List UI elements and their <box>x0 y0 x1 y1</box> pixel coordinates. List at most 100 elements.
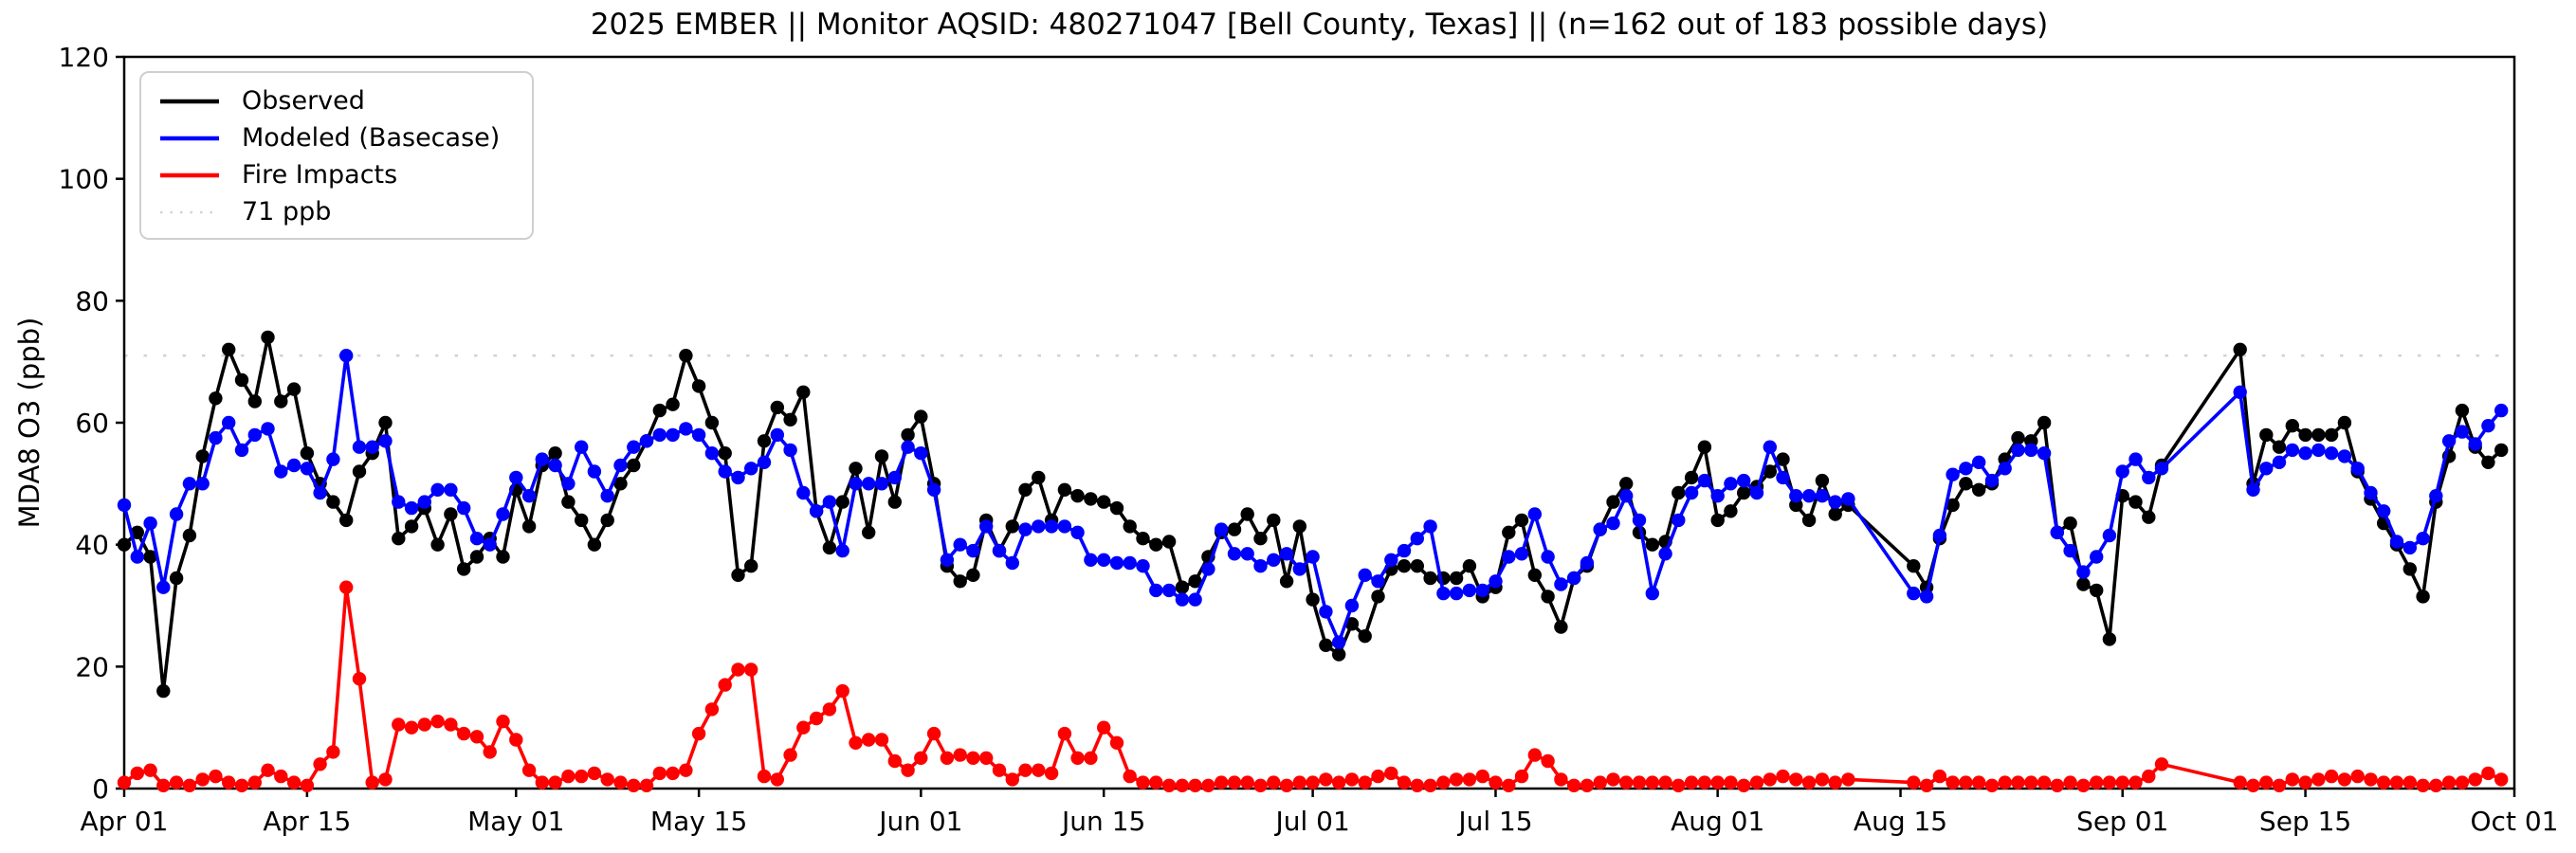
data-point <box>1606 495 1620 509</box>
data-point <box>274 394 288 408</box>
data-point <box>1344 598 1360 613</box>
data-point <box>1175 778 1190 792</box>
data-point <box>169 571 184 586</box>
data-point <box>143 763 157 777</box>
data-point <box>1959 462 1973 476</box>
data-point <box>926 482 941 497</box>
data-point <box>1253 532 1268 546</box>
data-point <box>887 753 902 769</box>
data-point <box>417 495 431 509</box>
data-point <box>1489 574 1503 589</box>
data-point <box>835 495 850 509</box>
data-point <box>561 477 575 491</box>
data-point <box>1502 525 1516 539</box>
data-point <box>234 372 249 388</box>
data-point <box>1371 590 1385 604</box>
data-point <box>1109 735 1124 750</box>
data-point <box>849 462 863 476</box>
data-point <box>1332 647 1346 662</box>
data-point <box>1253 559 1268 573</box>
data-point <box>666 427 680 443</box>
data-point <box>1737 778 1751 792</box>
data-point <box>521 519 537 534</box>
data-point <box>444 507 458 521</box>
x-tick-label: May 01 <box>467 806 564 837</box>
data-point <box>1514 513 1529 528</box>
y-tick-label: 20 <box>75 651 109 682</box>
data-point <box>587 464 602 479</box>
data-point <box>1801 513 1817 528</box>
data-point <box>1541 550 1555 564</box>
data-point <box>1645 537 1660 552</box>
data-point <box>1566 778 1581 792</box>
data-point <box>2090 775 2104 789</box>
x-tick-label: Apr 01 <box>81 806 169 837</box>
data-point <box>2494 403 2509 418</box>
data-point <box>2389 535 2404 549</box>
data-point <box>169 775 184 789</box>
x-tick-label: Apr 15 <box>263 806 351 837</box>
x-tick-label: Aug 01 <box>1671 806 1764 837</box>
data-point <box>1227 775 1242 789</box>
data-point <box>1462 583 1477 598</box>
data-point <box>339 513 354 528</box>
data-point <box>535 452 549 466</box>
data-point <box>613 458 628 473</box>
data-point <box>1593 522 1607 536</box>
data-point <box>731 662 745 677</box>
data-point <box>822 495 837 509</box>
data-point <box>182 477 197 491</box>
data-point <box>209 391 223 406</box>
data-point <box>1149 775 1163 789</box>
data-point <box>1724 504 1738 518</box>
data-point <box>600 772 614 787</box>
data-point <box>1410 778 1425 792</box>
data-point <box>130 550 144 564</box>
data-point <box>1240 547 1254 561</box>
data-point <box>2142 769 2156 784</box>
data-point <box>901 763 915 777</box>
data-point <box>261 763 275 777</box>
data-point <box>1527 748 1543 762</box>
data-point <box>862 525 876 539</box>
data-point <box>2285 772 2299 787</box>
data-point <box>1946 467 1960 481</box>
data-point <box>1149 583 1163 598</box>
data-point <box>469 532 484 546</box>
data-point <box>1136 775 1150 789</box>
data-point <box>1828 495 1842 509</box>
data-point <box>718 678 732 692</box>
data-point <box>1097 553 1111 567</box>
data-point <box>691 427 706 443</box>
data-point <box>2272 778 2287 792</box>
data-point <box>313 485 327 500</box>
data-point <box>1554 772 1568 787</box>
data-point <box>1292 775 1307 789</box>
data-point <box>1697 440 1712 454</box>
data-point <box>1815 473 1830 488</box>
data-point <box>600 489 614 503</box>
data-point <box>809 711 824 726</box>
data-point <box>914 409 928 424</box>
data-point <box>143 550 157 564</box>
data-point <box>1672 778 1686 792</box>
data-point <box>2481 455 2495 469</box>
data-point <box>2076 577 2091 591</box>
data-point <box>691 726 706 741</box>
data-point <box>979 751 994 765</box>
data-point <box>2350 769 2365 784</box>
data-point <box>835 543 850 558</box>
data-point <box>914 446 928 461</box>
data-point <box>1828 507 1842 521</box>
data-point <box>509 470 523 485</box>
data-point <box>1084 553 1098 567</box>
data-point <box>1109 500 1124 516</box>
data-point <box>652 403 667 418</box>
data-point <box>2402 775 2417 789</box>
data-point <box>1684 775 1699 789</box>
data-point <box>2076 778 2091 792</box>
data-point <box>430 482 445 497</box>
data-point <box>1972 775 1986 789</box>
data-point <box>1371 769 1385 784</box>
data-point <box>1423 571 1437 586</box>
